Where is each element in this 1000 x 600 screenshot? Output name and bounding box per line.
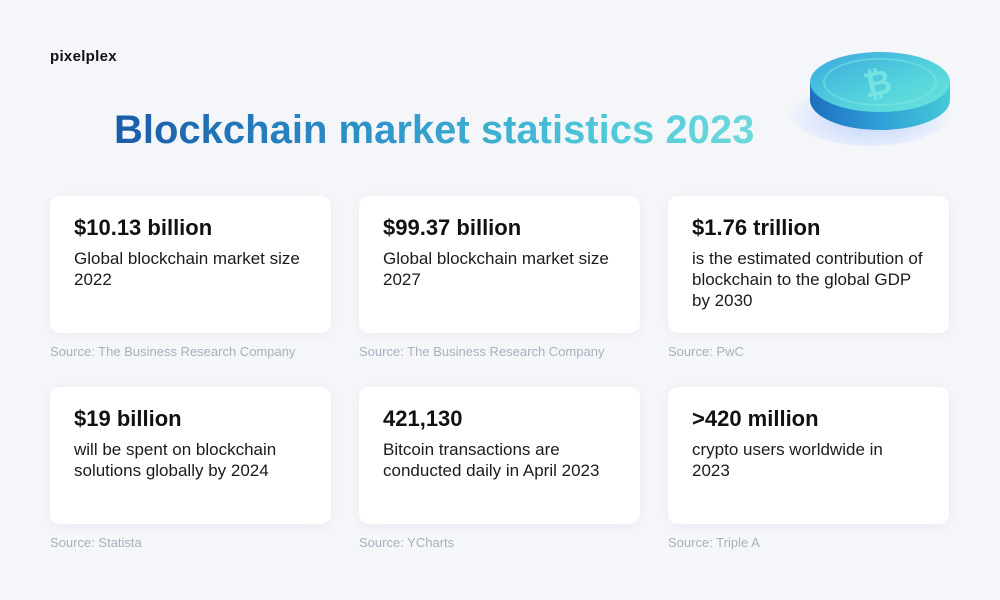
stat-description: Global blockchain market size 2022 <box>74 249 300 289</box>
stat-description: is the estimated contribution of blockch… <box>692 249 923 310</box>
stat-card: 421,130 Bitcoin transactions are conduct… <box>359 387 640 524</box>
stat-card: $1.76 trillion is the estimated contribu… <box>668 196 949 333</box>
stat-value: >420 million <box>692 406 819 431</box>
stat-card: $99.37 billion Global blockchain market … <box>359 196 640 333</box>
stat-value: 421,130 <box>383 406 463 431</box>
stat-value: $19 billion <box>74 406 182 431</box>
stat-description: Bitcoin transactions are conducted daily… <box>383 440 600 480</box>
stat-source: Source: YCharts <box>359 535 455 550</box>
stat-card: >420 million crypto users worldwide in 2… <box>668 387 949 524</box>
stat-value: $99.37 billion <box>383 215 522 240</box>
page-title: Blockchain market statistics 2023 <box>114 108 755 152</box>
pixelplex-logo: pixelplex <box>50 48 117 65</box>
stat-value: $1.76 trillion <box>692 215 821 240</box>
stat-source: Source: Statista <box>50 535 142 550</box>
stat-source: Source: Triple A <box>668 535 760 550</box>
stat-description: crypto users worldwide in 2023 <box>692 440 883 480</box>
stat-card: $10.13 billion Global blockchain market … <box>50 196 331 333</box>
stat-source: Source: The Business Research Company <box>359 344 605 359</box>
stat-source: Source: PwC <box>668 344 744 359</box>
stat-value: $10.13 billion <box>74 215 213 240</box>
stat-card: $19 billion will be spent on blockchain … <box>50 387 331 524</box>
stat-description: will be spent on blockchain solutions gl… <box>74 440 277 480</box>
stat-description: Global blockchain market size 2027 <box>383 249 609 289</box>
bitcoin-coin-icon: ₿ <box>790 52 950 146</box>
stat-source: Source: The Business Research Company <box>50 344 296 359</box>
